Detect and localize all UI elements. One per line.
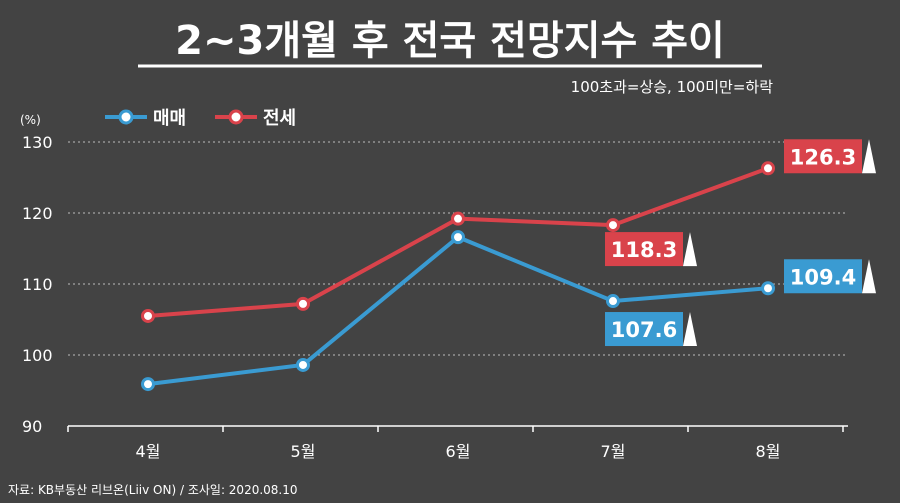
- data-point: [606, 218, 620, 233]
- data-point: [141, 308, 155, 323]
- y-tick-label: 100: [22, 346, 53, 365]
- value-label-box: [784, 139, 862, 174]
- x-tick-label: 6월: [446, 442, 471, 461]
- value-label-box: [784, 259, 862, 294]
- legend-marker: [118, 109, 134, 125]
- value-label-arrow: [683, 232, 697, 267]
- value-label: 126.3: [784, 139, 876, 174]
- value-label-arrow: [683, 312, 697, 347]
- chart-subtitle: 100초과=상승, 100미만=하락: [571, 78, 774, 96]
- x-tick-label: 7월: [601, 442, 626, 461]
- data-point: [451, 211, 465, 226]
- data-point: [761, 161, 775, 176]
- y-tick-label: 90: [22, 417, 42, 436]
- value-label-text: 118.3: [611, 238, 677, 262]
- value-label: 107.6: [605, 312, 697, 347]
- value-label-text: 126.3: [790, 145, 856, 169]
- x-tick-label: 4월: [136, 442, 161, 461]
- y-tick-label: 110: [22, 275, 53, 294]
- data-point: [141, 377, 155, 392]
- data-point: [606, 294, 620, 309]
- value-label-box: [605, 312, 683, 347]
- y-axis-ticks: 90 100 110 120 130: [22, 133, 53, 436]
- chart-title: 2~3개월 후 전국 전망지수 추이: [175, 18, 725, 64]
- data-point: [451, 230, 465, 245]
- y-tick-label: 120: [22, 204, 53, 223]
- value-label-box: [605, 232, 683, 267]
- series-layer: [141, 161, 775, 392]
- legend-marker: [228, 109, 244, 125]
- x-tick-label: 5월: [291, 442, 316, 461]
- y-unit-label: (%): [20, 113, 41, 127]
- value-label: 109.4: [784, 259, 876, 294]
- value-label-text: 107.6: [611, 318, 677, 342]
- value-label-arrow: [862, 259, 876, 294]
- data-point: [761, 281, 775, 296]
- value-label-arrow: [862, 139, 876, 174]
- data-point: [296, 357, 310, 372]
- value-labels: 107.6 109.4 118.3 126.3: [605, 139, 876, 347]
- source-note: 자료: KB부동산 리브온(Liiv ON) / 조사일: 2020.08.10: [8, 483, 298, 497]
- data-point: [296, 296, 310, 311]
- value-label-text: 109.4: [790, 265, 856, 289]
- x-tick-label: 8월: [756, 442, 781, 461]
- legend-label: 매매: [153, 108, 186, 129]
- legend: 매매 전세: [105, 108, 296, 129]
- legend-label: 전세: [263, 108, 296, 129]
- y-tick-label: 130: [22, 133, 53, 152]
- x-axis: 4월 5월 6월 7월 8월: [67, 425, 848, 461]
- value-label: 118.3: [605, 232, 697, 267]
- gridlines: [68, 141, 848, 356]
